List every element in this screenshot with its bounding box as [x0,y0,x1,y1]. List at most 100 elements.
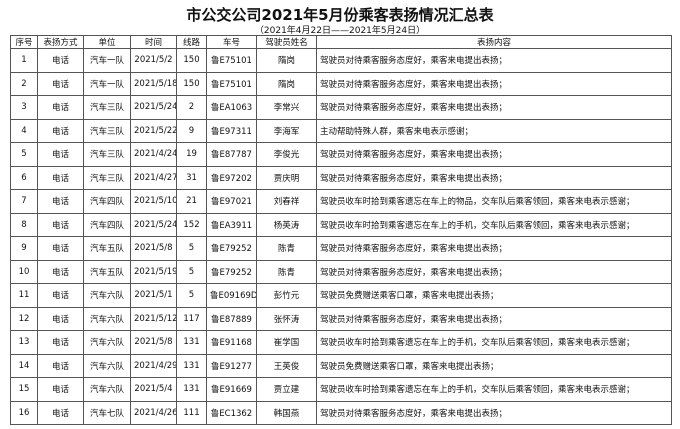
table-cell: 15 [10,377,38,402]
table-cell: 隋岗 [256,71,317,96]
table-cell: 2021/5/12 [130,306,177,331]
table-cell: 2021/4/29 [130,353,177,378]
table-cell: 崔学国 [256,330,317,355]
table-cell: 电话 [37,236,84,261]
table-cell: 31 [176,165,207,190]
table-row: 9 电话 汽车五队 2021/5/8 5 鲁E79252 陈青 驾驶员对待乘客服务态度好，乘客… [10,236,672,261]
table-cell: 2021/5/8 [130,236,177,261]
table-cell: 电话 [37,118,84,143]
table-cell: 驾驶员免费赠送乘客口罩，乘客来电提出表扬； [316,283,672,308]
table-cell: 2021/4/27 [130,165,177,190]
table-cell: 2021/4/24 [130,142,177,167]
table-cell: 鲁EC1362 [206,400,257,425]
table-cell: 鲁E87787 [206,142,257,167]
table-row: 3 电话 汽车三队 2021/5/24 2 鲁EA1063 李常兴 驾驶员对待乘客服务态度好，… [10,95,672,120]
table-cell: 2 [10,71,38,96]
table-cell: 电话 [37,353,84,378]
table-cell: 驾驶员收车时拾到乘客遗忘在车上的手机，交车队后乘客领回，乘客来电表示感谢； [316,330,672,355]
table-cell: 汽车四队 [83,189,131,214]
table-row: 1 电话 汽车一队 2021/5/2 150 鲁E75101 隋岗 驾驶员对待乘客服务态度好，… [10,48,672,73]
table-cell: 5 [176,283,207,308]
table-cell: 电话 [37,189,84,214]
table-cell: 驾驶员免费赠送乘客口罩，乘客来电提出表扬； [316,353,672,378]
table-cell: 131 [176,353,207,378]
table-row: 2 电话 汽车一队 2021/5/18 150 鲁E75101 隋岗 驾驶员对待乘客服务态度好… [10,71,672,96]
table-cell: 2 [176,95,207,120]
table-cell: 7 [10,189,38,214]
table-cell: 汽车三队 [83,142,131,167]
table-cell: 鲁E75101 [206,48,257,73]
table-cell: 隋岗 [256,48,317,73]
column-header: 车号 [206,35,257,49]
table-cell: 贾立建 [256,377,317,402]
header-row: 序号 表扬方式 单位 时间 线路 车号 驾驶员姓名 表扬内容 [10,35,672,49]
table-cell: 131 [176,330,207,355]
table-cell: 驾驶员对待乘客服务态度好，乘客来电提出表扬； [316,259,672,284]
table-cell: 鲁EA1063 [206,95,257,120]
table-cell: 电话 [37,71,84,96]
table-row: 6 电话 汽车三队 2021/4/27 31 鲁E97202 贾庆明 驾驶员对待乘客服务态度好… [10,165,672,190]
table-cell: 5 [176,259,207,284]
table-cell: 9 [176,118,207,143]
table-cell: 贾庆明 [256,165,317,190]
table-cell: 150 [176,48,207,73]
table-cell: 鲁E79252 [206,259,257,284]
table-cell: 驾驶员对待乘客服务态度好，乘客来电提出表扬； [316,142,672,167]
table-row: 5 电话 汽车三队 2021/4/24 19 鲁E87787 李俊光 驾驶员对待乘客服务态度好… [10,142,672,167]
table-cell: 电话 [37,330,84,355]
table-cell: 电话 [37,95,84,120]
table-cell: 驾驶员对待乘客服务态度好，乘客来电提出表扬； [316,71,672,96]
table-cell: 李俊光 [256,142,317,167]
table-cell: 11 [10,283,38,308]
table-cell: 汽车六队 [83,306,131,331]
table-cell: 鲁E97311 [206,118,257,143]
table-row: 8 电话 汽车四队 2021/5/24 152 鲁EA3911 杨英涛 驾驶员收车时拾到乘客遗… [10,212,672,237]
table-cell: 3 [10,95,38,120]
table-cell: 1 [10,48,38,73]
table-row: 13 电话 汽车六队 2021/5/8 131 鲁E91168 崔学国 驾驶员收车时拾到乘客遗… [10,330,672,355]
table-cell: 汽车六队 [83,353,131,378]
table-cell: 2021/5/8 [130,330,177,355]
table-cell: 李海军 [256,118,317,143]
table-cell: 驾驶员对待乘客服务态度好，乘客来电提出表扬； [316,95,672,120]
table-cell: 111 [176,400,207,425]
table-cell: 陈青 [256,259,317,284]
column-header: 驾驶员姓名 [256,35,317,49]
table-cell: 5 [10,142,38,167]
table-cell: 13 [10,330,38,355]
table-cell: 彭竹元 [256,283,317,308]
table-cell: 电话 [37,283,84,308]
table-cell: 汽车七队 [83,400,131,425]
subtitle: （2021年4月22日——2021年5月24日） [254,26,426,36]
table-cell: 驾驶员对待乘客服务态度好，乘客来电提出表扬； [316,306,672,331]
table-cell: 鲁E97202 [206,165,257,190]
table-cell: 杨英涛 [256,212,317,237]
table-cell: 驾驶员对待乘客服务态度好，乘客来电提出表扬； [316,400,672,425]
column-header: 时间 [130,35,177,49]
table-cell: 16 [10,400,38,425]
table-cell: 鲁E79252 [206,236,257,261]
table-cell: 汽车三队 [83,118,131,143]
table-cell: 主动帮助特殊人群，乘客来电表示感谢； [316,118,672,143]
column-header: 表扬内容 [316,35,672,49]
table-cell: 驾驶员对待乘客服务态度好，乘客来电提出表扬； [316,165,672,190]
table-cell: 5 [176,236,207,261]
table-cell: 2021/5/24 [130,212,177,237]
table-cell: 汽车一队 [83,48,131,73]
table-cell: 电话 [37,377,84,402]
table-cell: 汽车三队 [83,165,131,190]
table-cell: 鲁E75101 [206,71,257,96]
table-cell: 2021/5/10 [130,189,177,214]
table-cell: 汽车六队 [83,283,131,308]
table-cell: 2021/4/26 [130,400,177,425]
table-cell: 汽车三队 [83,95,131,120]
table-cell: 电话 [37,259,84,284]
table-cell: 2021/5/1 [130,283,177,308]
table-cell: 2021/5/24 [130,95,177,120]
table-cell: 驾驶员收车时拾到乘客遗忘在车上的手机，交车队后乘客领回，乘客来电表示感谢； [316,212,672,237]
table-cell: 汽车五队 [83,259,131,284]
table-cell: 李常兴 [256,95,317,120]
table-cell: 150 [176,71,207,96]
table-cell: 电话 [37,400,84,425]
table-cell: 驾驶员收车时拾到乘客遗忘在车上的手机，交车队后乘客领回，乘客来电表示感谢； [316,377,672,402]
